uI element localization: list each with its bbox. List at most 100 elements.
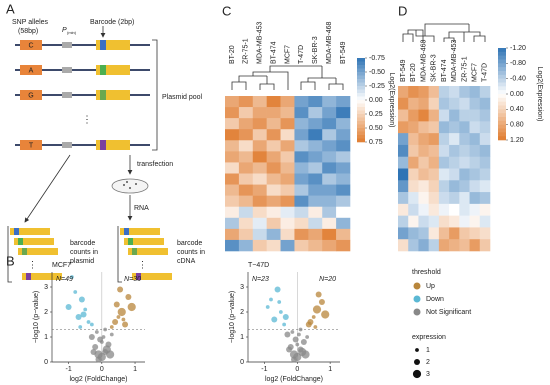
- heatmap-cell: [428, 239, 440, 252]
- heatmap-cell: [479, 97, 491, 110]
- ellipsis: ⋮: [138, 259, 147, 269]
- heatmap-cell: [479, 239, 491, 252]
- heatmap-cell: [469, 203, 481, 216]
- point: [277, 300, 282, 304]
- colorbar-step: [498, 105, 506, 110]
- heatmap-cell: [469, 156, 481, 169]
- heatmap-cell: [398, 109, 409, 122]
- heatmap-cell: [322, 217, 337, 230]
- colorbar-step: [357, 103, 365, 108]
- column-label: MDA-MB-468: [420, 39, 427, 82]
- heatmap-cell: [469, 180, 481, 193]
- heatmap-cell: [225, 195, 240, 208]
- heatmap-cell: [336, 195, 351, 208]
- heatmap-cell: [280, 217, 295, 230]
- heatmap-cell: [336, 173, 351, 185]
- point: [292, 336, 299, 343]
- colorbar-step: [357, 68, 365, 73]
- point: [83, 307, 88, 312]
- legend-title: threshold: [412, 269, 441, 276]
- pool-label: Plasmid pool: [162, 94, 203, 101]
- column-label: ZR-75-1: [461, 56, 468, 82]
- heatmap-cell: [408, 215, 419, 228]
- colorbar-step: [357, 110, 365, 115]
- heatmap-cell: [322, 195, 337, 208]
- point: [265, 305, 270, 309]
- colorbar-step: [357, 135, 365, 139]
- colorbar-step: [357, 72, 365, 76]
- heatmap-cell: [252, 195, 267, 208]
- annotation: N=30: [124, 276, 141, 283]
- heatmap-cell: [479, 227, 491, 240]
- heatmap-cell: [398, 144, 409, 158]
- heatmap-cell: [469, 227, 481, 240]
- heatmap-cell: [308, 118, 323, 130]
- colorbar-step: [357, 79, 365, 83]
- heatmap-cell: [322, 129, 337, 141]
- column-label: BT-20: [229, 45, 236, 64]
- snp-label: SNP alleles: [12, 19, 49, 26]
- column-label: BT-20: [410, 63, 417, 82]
- colorbar-tick-label: 0.50: [369, 125, 383, 132]
- heatmap-cell: [469, 192, 481, 205]
- heatmap-cell: [449, 86, 460, 99]
- heatmap-cell: [252, 96, 267, 108]
- column-label: SK-BR-3: [431, 54, 438, 82]
- colorbar-step: [357, 82, 365, 87]
- heatmap-cell: [428, 180, 440, 193]
- column-label: MCF7: [472, 63, 479, 82]
- y-tick-label: 1: [44, 334, 48, 341]
- heatmap-cell: [336, 140, 351, 152]
- y-tick-label: 1: [240, 334, 244, 341]
- legend-size: [414, 359, 420, 365]
- counts-text: barcode: [70, 240, 95, 247]
- heatmap-cell: [280, 129, 295, 141]
- annotation: N=49: [56, 276, 73, 283]
- heatmap-cell: [280, 140, 295, 152]
- heatmap-cell: [459, 203, 470, 216]
- heatmap-cell: [459, 97, 470, 110]
- colorbar-step: [498, 128, 506, 133]
- heatmap-cell: [438, 97, 450, 110]
- legend-swatch: [413, 295, 421, 303]
- counts-text: counts in: [177, 249, 205, 256]
- heatmap-cell: [294, 96, 309, 108]
- point: [78, 325, 83, 329]
- point: [313, 325, 318, 329]
- heatmap-cell: [408, 180, 419, 193]
- heatmap-cell: [438, 86, 450, 99]
- heatmap-cell: [449, 239, 460, 252]
- heatmap-cell: [225, 151, 240, 163]
- heatmap-cell: [322, 140, 337, 152]
- heatmap-cell: [280, 118, 295, 130]
- dish: [111, 178, 149, 194]
- heatmap-cell: [238, 118, 254, 130]
- point: [121, 317, 126, 322]
- heatmap-cell: [418, 227, 429, 240]
- point: [109, 332, 114, 337]
- heatmap-cell: [308, 206, 323, 219]
- heatmap-cell: [252, 107, 267, 119]
- point: [125, 294, 132, 300]
- heatmap-cell: [449, 203, 460, 216]
- heatmap-cell: [280, 96, 295, 108]
- heatmap-cell: [418, 121, 429, 134]
- heatmap-cell: [225, 228, 240, 241]
- colorbar-step: [498, 101, 506, 106]
- heatmap-cell: [294, 140, 309, 152]
- colorbar-step: [498, 51, 506, 56]
- heatmap-cell: [252, 228, 267, 241]
- heatmap-cell: [398, 180, 409, 193]
- colorbar-step: [498, 71, 506, 76]
- heatmap-cell: [225, 184, 240, 196]
- colorbar-label: Log2(Expression): [536, 67, 543, 122]
- x-tick-label: -1: [65, 366, 71, 373]
- colorbar-step: [498, 117, 506, 122]
- allele: T: [29, 142, 34, 149]
- heatmap-cell: [418, 180, 429, 193]
- heatmap-cell: [322, 239, 337, 252]
- heatmap-cell: [252, 151, 267, 163]
- colorbar-label: Log2(Expression): [388, 73, 395, 128]
- heatmap-cell: [469, 97, 481, 110]
- heatmap-cell: [252, 162, 267, 174]
